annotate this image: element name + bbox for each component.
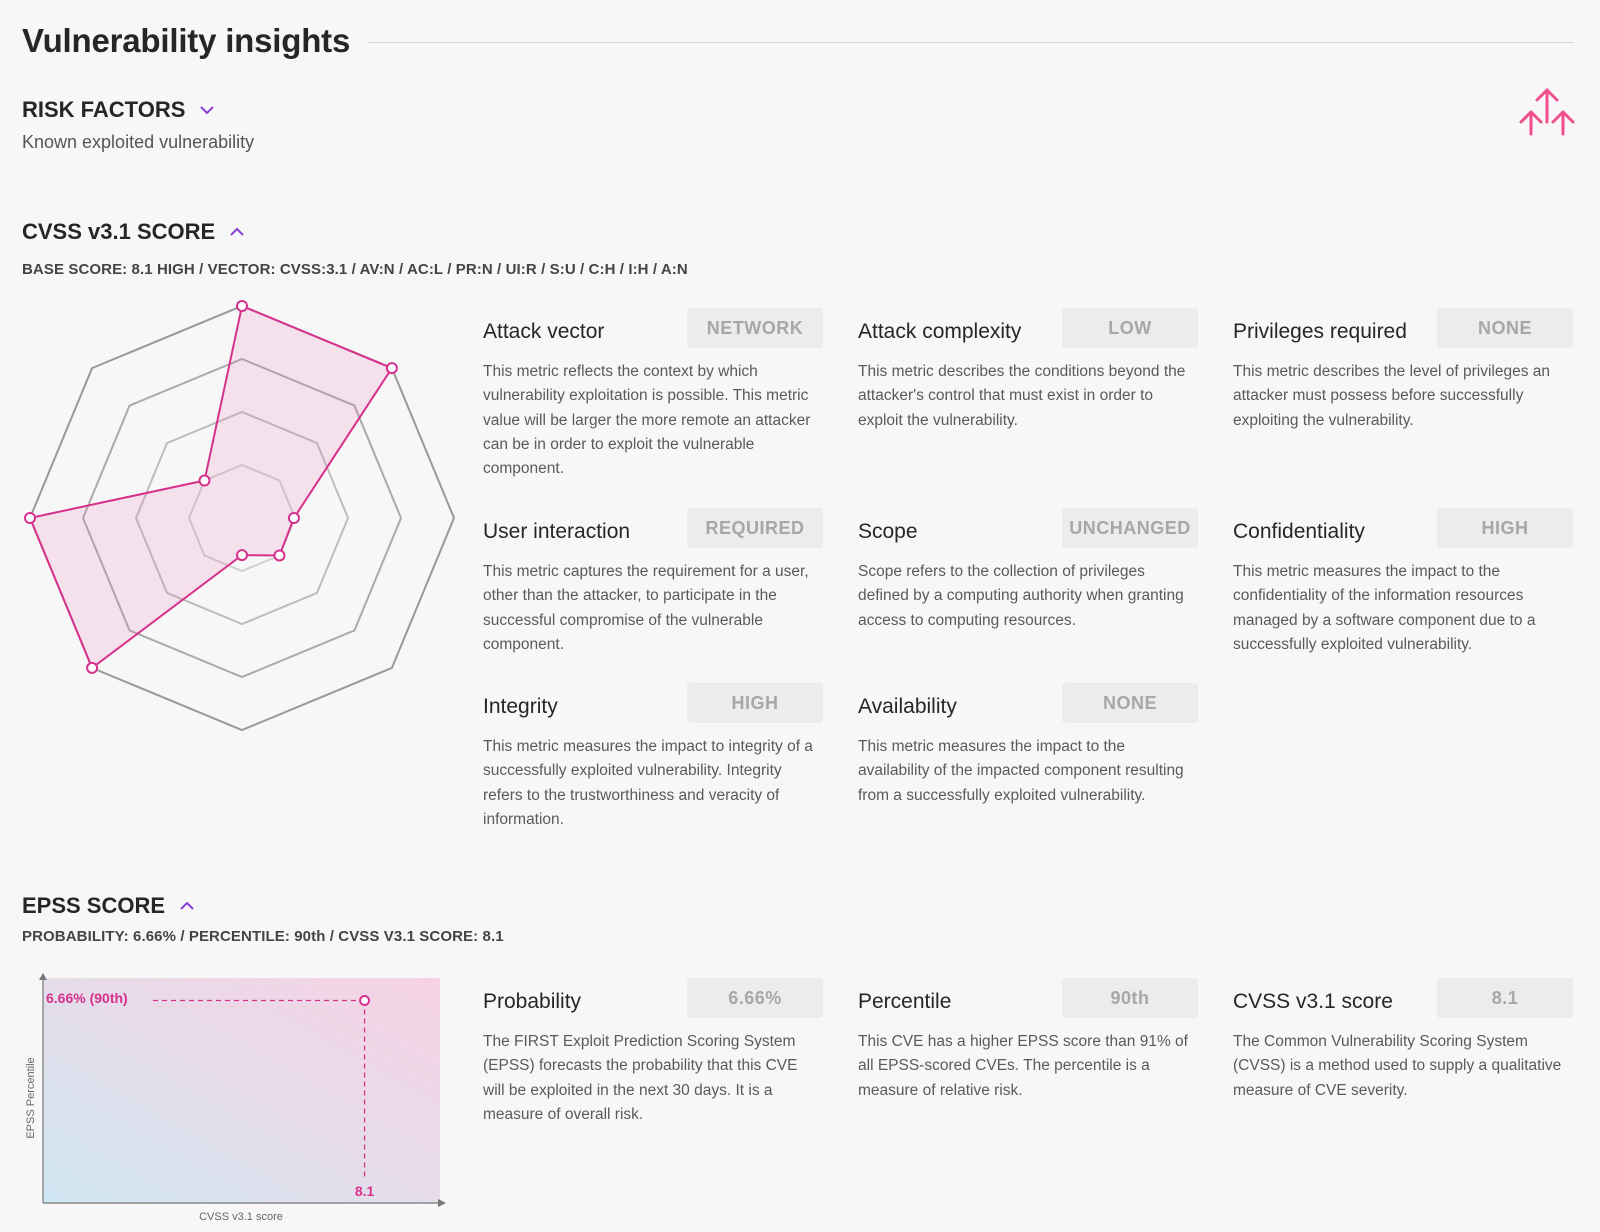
metric-header: Scope UNCHANGED (858, 508, 1198, 548)
radar-grid-ring (187, 463, 297, 573)
metric-name: Percentile (858, 990, 952, 1013)
epss-point-label: 6.66% (90th) (46, 990, 128, 1006)
metric-header: Attack complexity LOW (858, 308, 1198, 348)
metric-header: Percentile 90th (858, 978, 1198, 1018)
metric-name: Probability (483, 990, 582, 1013)
radar-data-point (198, 474, 211, 487)
metric-description: The Common Vulnerability Scoring System … (1233, 1033, 1562, 1099)
cvss-heading: CVSS v3.1 SCORE (22, 219, 216, 244)
metric-name: Integrity (483, 695, 558, 718)
title-divider (367, 42, 1574, 43)
radar-grid-ring (81, 357, 403, 679)
y-axis-arrow (39, 973, 47, 980)
metric-header: User interaction REQUIRED (483, 508, 823, 548)
metric-description: This metric measures the impact to the a… (858, 738, 1184, 804)
metric-header: Attack vector NETWORK (483, 308, 823, 348)
metric-name: User interaction (483, 520, 631, 543)
metric-name: Availability (858, 695, 957, 718)
metric-name: Scope (858, 520, 918, 543)
metric-description: The FIRST Exploit Prediction Scoring Sys… (483, 1033, 798, 1123)
metric-header: Availability NONE (858, 683, 1198, 723)
metric-header: CVSS v3.1 score 8.1 (1233, 978, 1573, 1018)
metric-header: Integrity HIGH (483, 683, 823, 723)
metric-description: This metric measures the impact to integ… (483, 738, 813, 828)
metric-card: Availability NONE This metric measures the… (858, 683, 1198, 808)
cvss-summary: BASE SCORE: 8.1 HIGH / VECTOR: CVSS:3.1 … (22, 261, 688, 278)
metric-value-badge: NONE (1437, 308, 1573, 348)
metric-header: Confidentiality HIGH (1233, 508, 1573, 548)
metric-description: This metric describes the level of privi… (1233, 363, 1551, 429)
radar-data-point (385, 362, 398, 375)
epss-chart: 6.66% (90th) 8.1 CVSS v3.1 score EPSS Pe… (25, 973, 446, 1223)
epss-x-value-label: 8.1 (355, 1183, 375, 1199)
metric-card: Probability 6.66% The FIRST Exploit Predic… (483, 978, 823, 1127)
metric-value-badge: 90th (1062, 978, 1198, 1018)
radar-data-point (273, 549, 286, 562)
metric-description: This metric reflects the context by whic… (483, 363, 811, 478)
metric-value-badge: UNCHANGED (1062, 508, 1198, 548)
metric-value-badge: REQUIRED (687, 508, 823, 548)
chevron-up-icon (229, 227, 245, 237)
metric-value-badge: 6.66% (687, 978, 823, 1018)
epss-toggle[interactable]: EPSS SCORE (22, 893, 195, 919)
x-axis-title: CVSS v3.1 score (199, 1211, 283, 1223)
metric-name: Confidentiality (1233, 520, 1365, 543)
radar-data-point (236, 300, 248, 312)
metric-header: Probability 6.66% (483, 978, 823, 1018)
metric-name: Attack complexity (858, 320, 1022, 343)
metric-description: This metric captures the requirement for… (483, 563, 809, 653)
radar-data-point (236, 549, 248, 562)
cvss-toggle[interactable]: CVSS v3.1 SCORE (22, 219, 245, 245)
chevron-up-icon (179, 901, 195, 911)
epss-summary: PROBABILITY: 6.66% / PERCENTILE: 90th / … (22, 928, 504, 945)
exploit-arrows-icon (1518, 86, 1576, 138)
y-axis-title: EPSS Percentile (25, 1057, 37, 1138)
metric-card: Attack complexity LOW This metric describe… (858, 308, 1198, 433)
risk-factors-heading: RISK FACTORS (22, 97, 186, 122)
radar-grid-ring (28, 304, 456, 732)
risk-factor-item: Known exploited vulnerability (22, 132, 255, 152)
metric-value-badge: 8.1 (1437, 978, 1573, 1018)
metric-name: Privileges required (1233, 320, 1407, 343)
metric-description: This metric measures the impact to the c… (1233, 563, 1536, 653)
metric-name: CVSS v3.1 score (1233, 990, 1393, 1013)
epss-heading: EPSS SCORE (22, 893, 166, 918)
metric-card: Percentile 90th This CVE has a higher EPSS… (858, 978, 1198, 1103)
metric-name: Attack vector (483, 320, 605, 343)
metric-card: CVSS v3.1 score 8.1 The Common Vulnerabili… (1233, 978, 1573, 1103)
risk-factors-toggle[interactable]: RISK FACTORS (22, 97, 215, 123)
metric-card: Privileges required NONE This metric descr… (1233, 308, 1573, 433)
metric-description: This metric describes the conditions bey… (858, 363, 1186, 429)
cvss-radar-chart (24, 300, 456, 732)
metric-card: Attack vector NETWORK This metric reflects… (483, 308, 823, 481)
radar-data-point (24, 512, 36, 524)
epss-data-point (359, 995, 371, 1006)
page-title: Vulnerability insights (22, 22, 351, 59)
metric-description: This CVE has a higher EPSS score than 91… (858, 1033, 1188, 1099)
metric-value-badge: HIGH (1437, 508, 1573, 548)
x-axis-arrow (438, 1199, 446, 1207)
metric-card: User interaction REQUIRED This metric capt… (483, 508, 823, 657)
metric-value-badge: NETWORK (687, 308, 823, 348)
radar-data-point (287, 512, 300, 524)
metric-description: Scope refers to the collection of privil… (858, 563, 1184, 629)
radar-data-shape (28, 304, 394, 670)
epss-plot-area (43, 978, 440, 1203)
chevron-down-icon (199, 105, 215, 115)
metric-header: Privileges required NONE (1233, 308, 1573, 348)
metric-value-badge: LOW (1062, 308, 1198, 348)
radar-data-point (86, 661, 99, 674)
metric-card: Scope UNCHANGED Scope refers to the collec… (858, 508, 1198, 633)
metric-value-badge: HIGH (687, 683, 823, 723)
metric-value-badge: NONE (1062, 683, 1198, 723)
metric-card: Confidentiality HIGH This metric measures … (1233, 508, 1573, 657)
metric-card: Integrity HIGH This metric measures the im… (483, 683, 823, 832)
